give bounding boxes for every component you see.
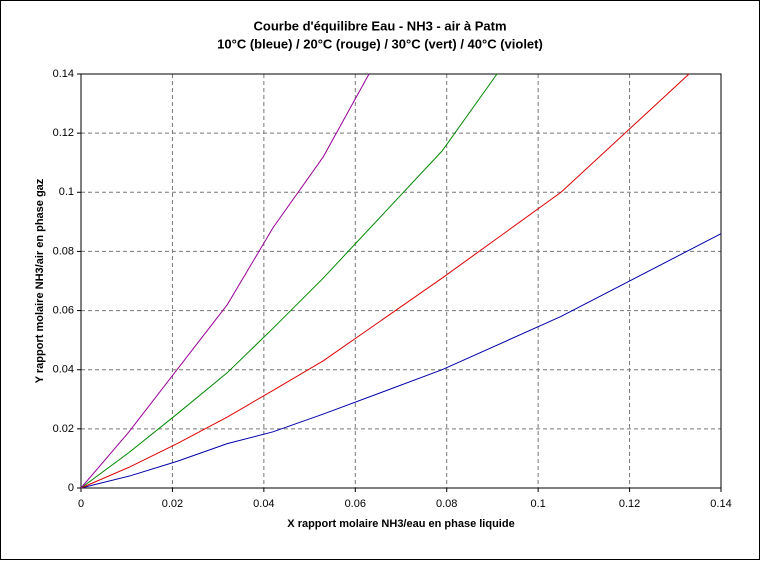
- y-tick-label: 0: [68, 482, 74, 494]
- chart-title: Courbe d'équilibre Eau - NH3 - air à Pat…: [253, 18, 506, 33]
- x-tick-label: 0.14: [710, 498, 731, 510]
- data-line: [80, 73, 690, 489]
- x-axis-label: X rapport molaire NH3/eau en phase liqui…: [287, 518, 514, 530]
- y-tick-label: 0.02: [53, 423, 74, 435]
- y-tick-label: 0.08: [53, 245, 74, 257]
- data-line: [80, 73, 370, 489]
- x-tick-label: 0.12: [619, 498, 640, 510]
- chart-subtitle: 10°C (bleue) / 20°C (rouge) / 30°C (vert…: [217, 36, 543, 51]
- y-tick-label: 0.04: [53, 364, 74, 376]
- data-line: [80, 73, 498, 489]
- y-tick-label: 0.12: [53, 127, 74, 139]
- y-axis-label: Y rapport molaire NH3/air en phase gaz: [34, 178, 46, 383]
- y-tick-label: 0.1: [59, 186, 74, 198]
- y-tick-label: 0.14: [53, 68, 74, 80]
- x-tick-label: 0.04: [253, 498, 274, 510]
- x-tick-label: 0.02: [162, 498, 183, 510]
- x-tick-label: 0.1: [530, 498, 545, 510]
- y-tick-label: 0.06: [53, 304, 74, 316]
- x-tick-label: 0: [78, 498, 84, 510]
- x-tick-label: 0.06: [345, 498, 366, 510]
- plot-area: [80, 73, 722, 489]
- x-tick-label: 0.08: [436, 498, 457, 510]
- data-line: [80, 233, 722, 489]
